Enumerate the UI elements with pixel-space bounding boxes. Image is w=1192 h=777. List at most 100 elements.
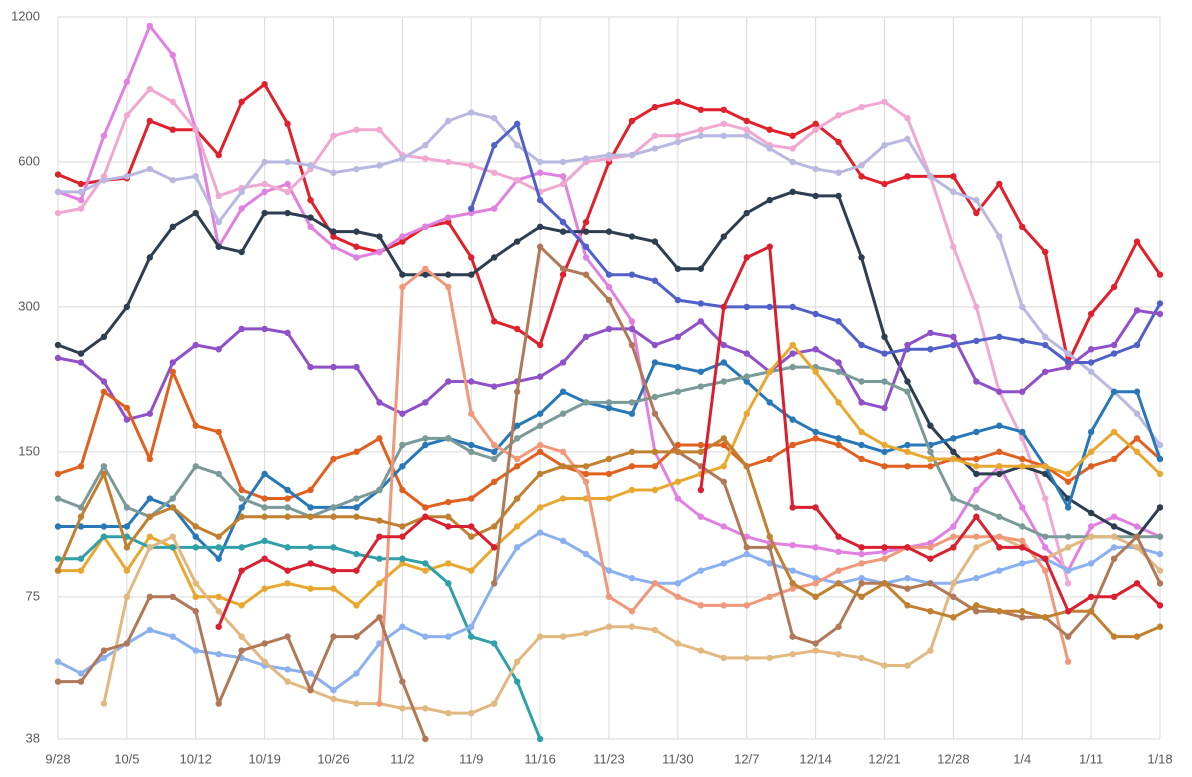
x-tick-label: 1/11 <box>1079 751 1103 766</box>
point <box>238 188 245 196</box>
point <box>973 196 980 204</box>
point <box>789 416 796 423</box>
point <box>996 463 1003 470</box>
point <box>651 463 659 470</box>
point <box>146 533 154 540</box>
point <box>307 196 314 204</box>
point <box>950 341 957 349</box>
point <box>789 188 796 196</box>
point <box>261 658 268 665</box>
x-tick-label: 10/12 <box>179 751 212 766</box>
point <box>238 567 245 574</box>
point <box>307 544 314 551</box>
point <box>169 504 176 511</box>
point <box>468 205 475 212</box>
point <box>192 173 199 180</box>
point <box>399 271 406 278</box>
x-tick-label: 10/5 <box>114 751 139 766</box>
point <box>1087 608 1095 615</box>
point <box>422 142 429 149</box>
point <box>1133 633 1141 640</box>
point <box>192 422 199 429</box>
point <box>582 470 590 478</box>
point <box>284 513 291 520</box>
point <box>628 318 636 325</box>
point <box>812 580 819 587</box>
point <box>468 633 475 640</box>
point <box>330 513 337 520</box>
point <box>1156 441 1164 449</box>
point <box>1133 523 1141 530</box>
point <box>536 470 544 478</box>
point <box>674 333 682 341</box>
point <box>904 662 911 669</box>
point <box>1156 602 1164 609</box>
y-tick-label: 300 <box>18 298 40 313</box>
point <box>605 296 613 304</box>
series <box>54 435 1164 640</box>
point <box>950 580 957 587</box>
point <box>77 180 85 188</box>
point <box>77 504 85 511</box>
point <box>261 537 268 545</box>
point <box>743 602 750 609</box>
point <box>169 359 176 366</box>
point <box>789 651 796 658</box>
point <box>536 341 544 349</box>
x-tick-label: 1/18 <box>1147 751 1172 766</box>
point <box>697 383 705 390</box>
series <box>54 307 1164 423</box>
point <box>1110 513 1118 520</box>
point <box>422 271 429 278</box>
point <box>445 435 452 442</box>
point <box>1064 633 1072 640</box>
point <box>238 544 245 551</box>
point <box>445 214 452 221</box>
point <box>100 388 108 395</box>
point <box>330 504 337 511</box>
y-tick-label: 600 <box>18 153 40 168</box>
x-tick-label: 11/2 <box>390 751 414 766</box>
point <box>1133 533 1141 540</box>
point <box>146 22 154 30</box>
point <box>215 555 222 562</box>
point <box>1156 310 1164 318</box>
point <box>1087 310 1095 318</box>
point <box>1064 350 1072 357</box>
point <box>1110 350 1118 357</box>
point <box>651 410 659 417</box>
point <box>54 188 62 196</box>
point <box>353 513 360 520</box>
point <box>536 448 544 456</box>
point <box>192 126 199 133</box>
point <box>261 470 268 478</box>
point <box>559 359 567 366</box>
point <box>468 567 475 574</box>
point <box>491 142 498 149</box>
point <box>491 580 498 587</box>
point <box>835 533 842 540</box>
point <box>491 114 498 122</box>
x-tick-label: 11/23 <box>593 751 625 766</box>
x-tick-label: 10/19 <box>248 751 281 766</box>
point <box>674 478 682 485</box>
point <box>973 470 980 478</box>
point <box>399 155 406 162</box>
point <box>789 585 796 592</box>
point <box>789 541 796 549</box>
point <box>1156 504 1164 511</box>
point <box>628 608 636 615</box>
point <box>1087 368 1095 375</box>
point <box>422 504 429 511</box>
point <box>881 463 888 470</box>
point <box>812 120 819 128</box>
point <box>605 271 613 278</box>
point <box>812 310 819 318</box>
point <box>674 265 682 272</box>
point <box>720 341 727 349</box>
point <box>353 228 360 235</box>
point <box>858 560 865 567</box>
point <box>100 654 108 662</box>
point <box>468 448 475 456</box>
